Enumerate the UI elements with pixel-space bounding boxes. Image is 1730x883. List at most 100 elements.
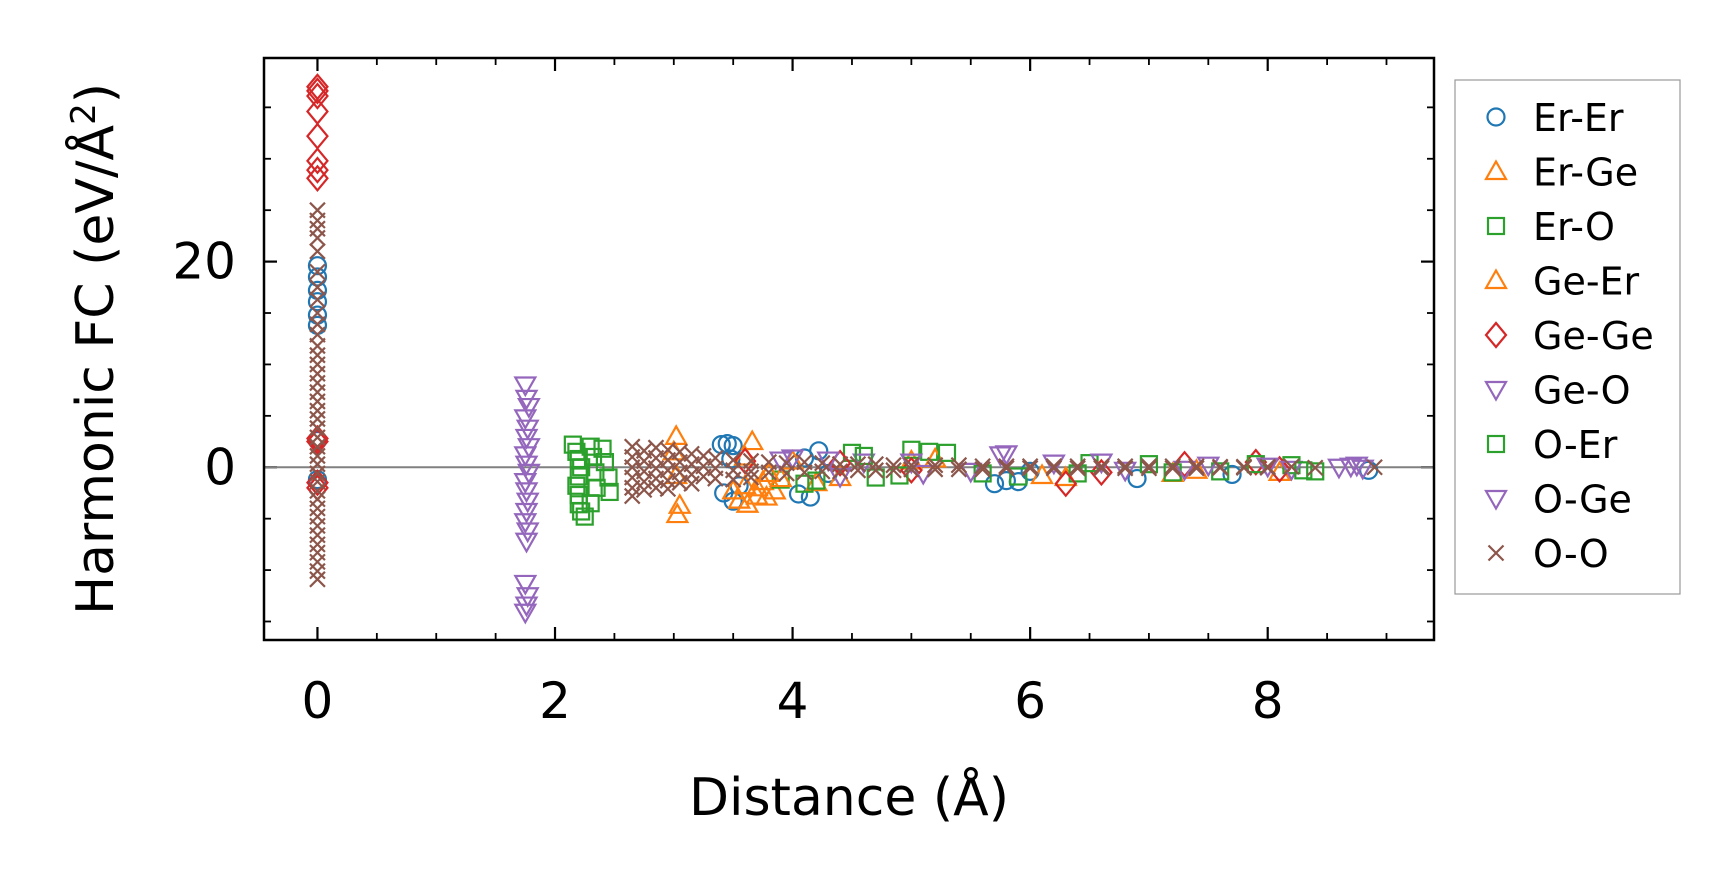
data-point	[760, 464, 778, 481]
data-point	[1350, 459, 1375, 481]
data-point	[513, 574, 538, 596]
data-point	[515, 522, 540, 544]
data-point	[974, 457, 991, 475]
x-tick-label: 4	[777, 672, 809, 730]
data-point	[1211, 462, 1230, 481]
data-point	[890, 466, 909, 485]
data-point	[1222, 464, 1242, 485]
data-point	[903, 456, 920, 474]
legend-label: Ge-Ge	[1533, 314, 1654, 358]
data-point	[1116, 460, 1134, 477]
data-point	[1255, 457, 1280, 479]
data-point	[849, 455, 867, 473]
data-point	[1045, 457, 1063, 475]
data-point	[306, 147, 329, 175]
data-point	[885, 456, 902, 474]
legend-marker	[1486, 434, 1506, 454]
data-point	[572, 458, 591, 477]
legend-label: Ge-O	[1533, 369, 1631, 413]
data-point	[514, 482, 539, 504]
data-point	[514, 596, 539, 618]
data-point	[513, 409, 538, 431]
data-point	[756, 461, 781, 483]
data-point	[796, 464, 813, 481]
data-point	[745, 475, 769, 497]
data-point	[309, 571, 326, 588]
x-tick-label: 6	[1014, 672, 1046, 730]
data-point	[309, 243, 326, 260]
data-point	[998, 460, 1015, 477]
x-axis-label: Distance (Å)	[689, 766, 1009, 828]
legend-label: Ge-Er	[1533, 260, 1640, 304]
data-point	[1127, 468, 1147, 489]
data-point	[593, 439, 612, 458]
data-point	[733, 473, 757, 495]
data-point	[307, 256, 328, 276]
data-point	[742, 469, 760, 486]
data-point	[1283, 458, 1300, 476]
data-point	[707, 470, 724, 487]
data-point	[1164, 457, 1181, 475]
data-point	[513, 603, 538, 625]
legend-label: Er-Ge	[1533, 151, 1638, 195]
data-point	[600, 482, 619, 502]
data-point	[984, 474, 1005, 494]
data-point	[1366, 458, 1383, 476]
plot-frame	[262, 56, 1436, 642]
series-er-o	[563, 435, 1325, 526]
x-tick-label: 0	[302, 672, 334, 730]
data-point	[309, 500, 326, 517]
data-point	[1021, 457, 1039, 475]
data-point	[867, 462, 885, 479]
data-point	[1089, 458, 1113, 487]
legend-marker	[1484, 489, 1508, 511]
x-tick-label: 8	[1252, 672, 1284, 730]
data-point	[1139, 455, 1159, 474]
data-point	[1259, 459, 1276, 477]
data-point	[1140, 460, 1158, 477]
data-point	[998, 457, 1015, 475]
legend-marker	[1487, 544, 1505, 562]
data-point	[849, 462, 867, 479]
data-point	[1172, 460, 1197, 482]
data-point	[307, 292, 328, 312]
data-point	[813, 463, 831, 480]
tick-labels: 0 2 4 6 8 0 20	[172, 233, 1283, 730]
data-point	[994, 445, 1019, 467]
data-point	[926, 461, 944, 478]
data-point	[723, 436, 743, 456]
data-point	[1069, 457, 1086, 475]
data-point	[867, 455, 885, 473]
data-point	[831, 463, 849, 480]
data-point	[309, 536, 326, 553]
data-point	[1188, 457, 1205, 475]
data-point	[724, 471, 742, 488]
data-point	[885, 462, 902, 479]
data-point	[659, 480, 677, 498]
data-point	[926, 456, 944, 474]
data-point	[309, 465, 326, 482]
data-point	[515, 492, 540, 514]
x-tick-label: 2	[539, 672, 571, 730]
data-point	[567, 476, 586, 495]
data-point	[309, 562, 326, 580]
data-point	[309, 482, 326, 500]
data-point	[788, 484, 809, 504]
legend-label: Er-Er	[1533, 96, 1624, 140]
data-point	[1093, 460, 1110, 477]
data-point	[742, 463, 760, 480]
data-point	[813, 454, 831, 472]
data-point	[1054, 469, 1078, 498]
legend-marker	[1486, 216, 1506, 236]
data-point	[599, 468, 618, 487]
data-point	[1327, 458, 1351, 480]
data-point	[309, 291, 326, 308]
data-point	[309, 447, 326, 465]
data-point	[516, 397, 541, 419]
data-point	[306, 427, 329, 456]
data-points	[306, 73, 1383, 625]
legend-marker	[1484, 321, 1508, 349]
data-point	[1306, 462, 1325, 481]
data-point	[309, 279, 326, 296]
legend-label: O-O	[1533, 532, 1609, 576]
